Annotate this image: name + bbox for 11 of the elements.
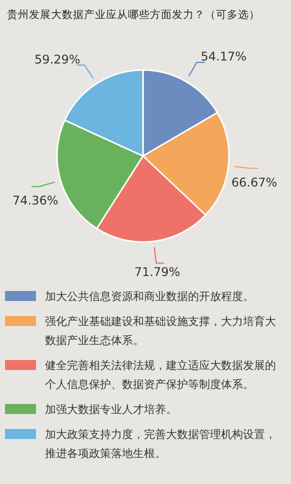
legend-label: 加强大数据专业人才培养。	[45, 403, 177, 416]
data-label: 74.36%	[12, 194, 58, 208]
data-label: 54.17%	[200, 49, 247, 64]
data-label: 66.67%	[231, 175, 278, 190]
legend-label: 健全完善相关法律法规，建立适应大数据发展的个人信息保护、数据资产保护等制度体系。	[45, 359, 276, 391]
data-label: 71.79%	[134, 265, 180, 280]
chart-title: 贵州发展大数据产业应从哪些方面发力？（可多选）	[7, 8, 260, 21]
legend-label: 加大政策支持力度，完善大数据管理机构设置，推进各项政策落地生根。	[45, 428, 276, 460]
legend-label: 加大公共信息资源和商业数据的开放程度。	[45, 290, 254, 303]
legend-label: 强化产业基础建设和基础设施支撑，大力培育大数据产业生态体系。	[45, 315, 276, 347]
data-label: 59.29%	[34, 52, 80, 66]
